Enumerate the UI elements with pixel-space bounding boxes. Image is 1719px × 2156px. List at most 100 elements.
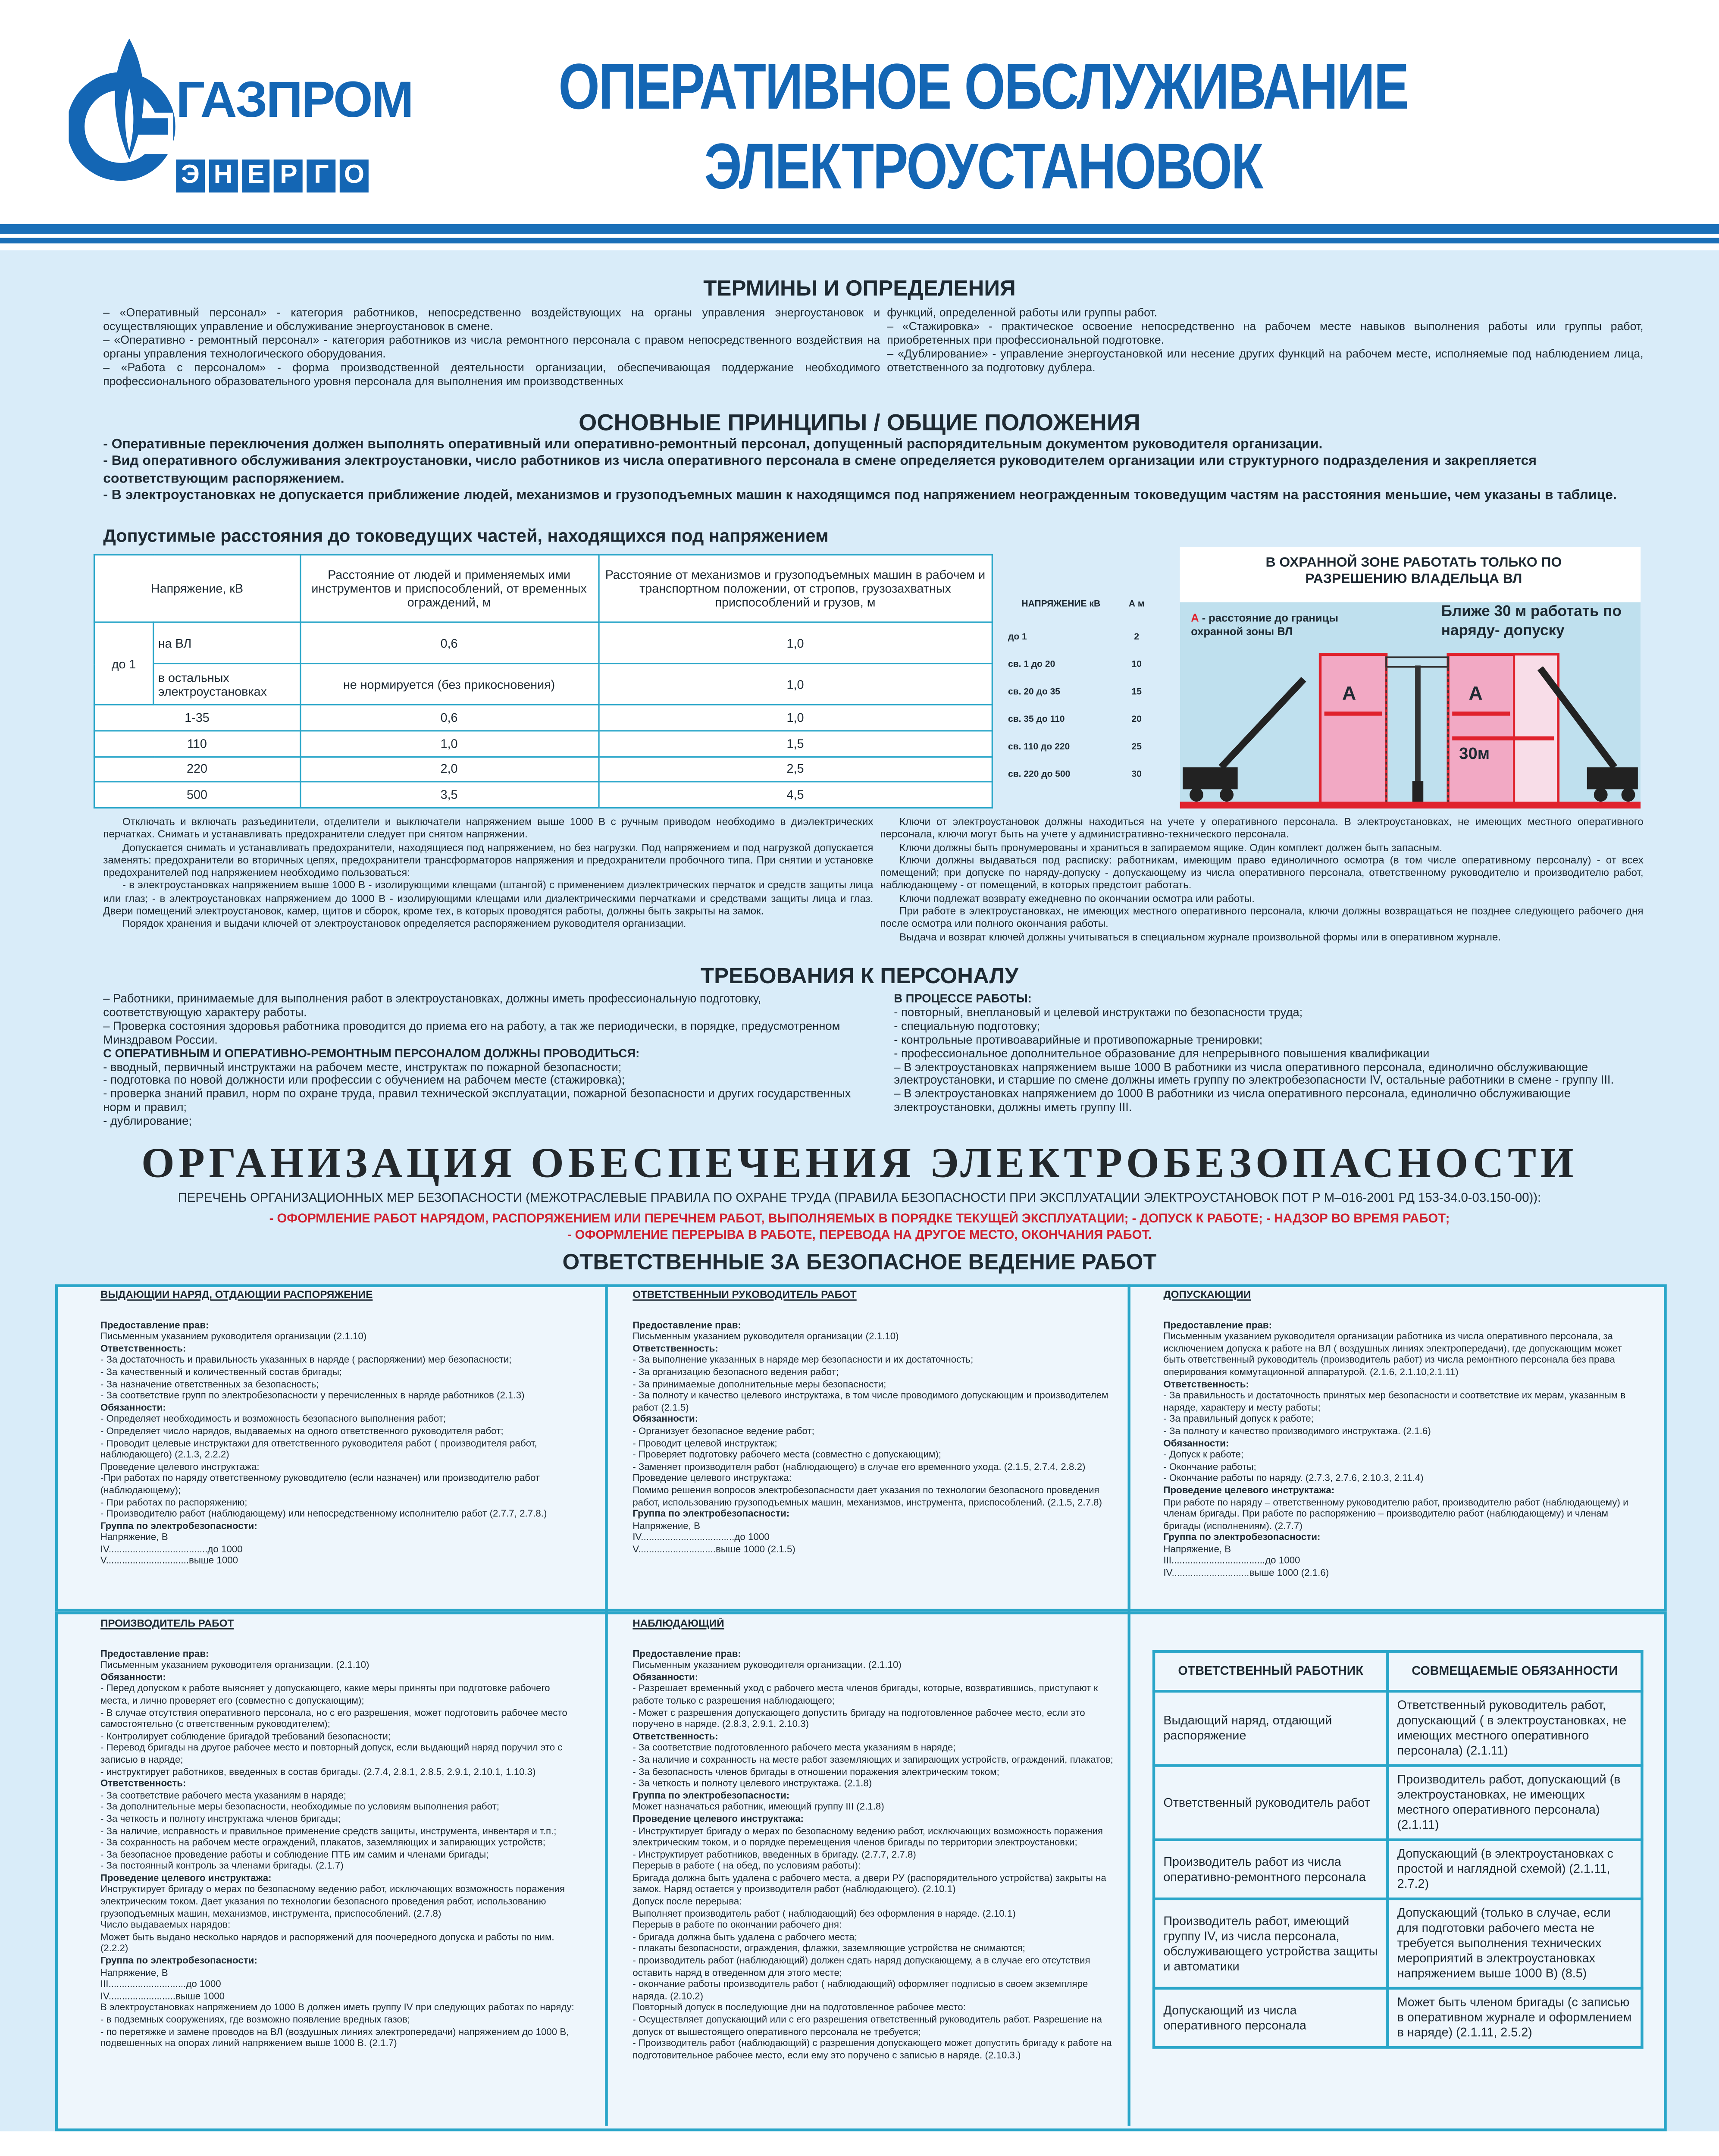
role-heading: Обязанности: [100,1673,166,1683]
role-line: - За организацию безопасного ведения раб… [632,1368,839,1378]
role-line: - Разрешает временный уход с рабочего ме… [632,1685,1098,1707]
role-line: - За четкость и полноту инструктажа член… [100,1814,341,1825]
role-line: - За сохранность на рабочем месте огражд… [100,1838,545,1849]
role-line: Бригада должна быть удалена с рабочего м… [632,1874,1106,1896]
role-line: - За принимаемые дополнительные меры без… [632,1380,886,1390]
table-cell: Может быть членом бригады (с записью в о… [1386,1987,1644,2049]
role-line: - Перевод бригады на другое рабочее мест… [100,1744,563,1766]
text-line: Ключи подлежат возврату ежедневно по око… [899,892,1255,905]
table-cell: Допускающий (только в случае, если для п… [1386,1897,1644,1990]
role-line: - инструктирует работников, введенных в … [100,1767,536,1777]
role-heading: Обязанности: [1163,1439,1229,1449]
role-line: - За правильный допуск к работе; [1163,1415,1314,1425]
role-line: - При работах по распоряжению; [100,1498,247,1508]
diagram-title: В ОХРАННОЙ ЗОНЕ РАБОТАТЬ ТОЛЬКО ПО РАЗРЕ… [1265,555,1562,587]
role-line: - За достаточность и правильность указан… [100,1356,512,1366]
role-line: Проведение целевого инструктажа: [632,1474,792,1484]
table-row: Ответственный руководитель работ Производ… [1152,1764,1644,1841]
table-row: св. 1 до 20 10 [1008,650,1159,678]
role-line: -При работах по наряду ответственному ру… [100,1474,540,1496]
diagram-illustration [1180,547,1641,809]
role-line: Письменным указанием руководителя органи… [100,1661,369,1671]
table-cell: Ответственный руководитель работ, допуск… [1386,1690,1644,1767]
role-line: - Определяет число нарядов, выдаваемых н… [100,1427,504,1437]
text-line: – Проверка состояния здоровья работника … [103,1018,840,1046]
text-line: Ключи должны выдаваться под расписку: ра… [880,853,1644,892]
role-line: - в подземных сооружениях, где возможно … [100,2015,410,2026]
role-line: - Перед допуском к работе выясняет у доп… [100,1685,550,1707]
voltage-cell: на ВЛ [153,621,301,664]
crane-right-icon [1537,666,1638,802]
role-line: IV.....................................д… [100,1545,243,1555]
text-line: - контрольные противоаварийные и противо… [894,1032,1263,1046]
role-heading: Проведение целевого инструктажа: [1163,1486,1335,1496]
role-line: - За безопасность членов бригады в отнош… [632,1767,999,1777]
crane-left-icon [1183,677,1306,802]
terms-left: – «Оперативный персонал» - категория раб… [103,305,880,389]
a-letter: А [1191,612,1199,624]
organization-title: ОРГАНИЗАЦИЯ ОБЕСПЕЧЕНИЯ ЭЛЕКТРОБЕЗОПАСНО… [141,1138,1578,1187]
voltage-cell: 1-35 [93,704,301,731]
responsible-title: ОТВЕТСТВЕННЫЕ ЗА БЕЗОПАСНОЕ ВЕДЕНИЕ РАБО… [562,1251,1157,1275]
role-line: - За правильность и достаточность принят… [1163,1391,1626,1413]
table-cell: 25 [1131,742,1142,752]
page-title: ОПЕРАТИВНОЕ ОБСЛУЖИВАНИЕ ЭЛЕКТРОУСТАНОВО… [549,47,1418,206]
role-line: V...............................выше 100… [100,1557,238,1567]
table-cell: Допускающий (в электроустановках с прост… [1386,1838,1644,1900]
text-line: - вводный, первичный инструктажи на рабо… [103,1059,622,1073]
role-line: - За качественный и количественный соста… [100,1368,342,1378]
role-heading: Обязанности: [632,1673,698,1683]
role-heading: Предоставление прав: [1163,1321,1272,1331]
measures-line: - ОФОРМЛЕНИЕ ПЕРЕРЫВА В РАБОТЕ, ПЕРЕВОДА… [567,1228,1152,1242]
text-line: - Вид оперативного обслуживания электроу… [103,454,1537,486]
role-heading: Предоставление прав: [632,1649,741,1659]
text-line: - специальную подготовку; [894,1018,1040,1033]
measures-intro: ПЕРЕЧЕНЬ ОРГАНИЗАЦИОННЫХ МЕР БЕЗОПАСНОСТ… [178,1191,1541,1205]
role-heading: Группа по электробезопасности: [100,1956,257,1967]
text-line: - в электроустановках напряжением выше 1… [103,879,874,918]
role-line: - производитель работ (наблюдающий) долж… [632,1956,1090,1978]
role-line: - Окончание работы по наряду. (2.7.3, 2.… [1163,1474,1424,1484]
role-title: ДОПУСКАЮЩИЙ [1163,1290,1251,1301]
role-line: Перерыв в работе по окончании рабочего д… [632,1921,842,1931]
role-heading: Предоставление прав: [632,1321,741,1331]
role-title: ПРОИЗВОДИТЕЛЬ РАБОТ [100,1618,234,1630]
title-line: ЭЛЕКТРОУСТАНОВОК [704,129,1263,202]
text-line: - Оперативные переключения должен выполн… [103,437,1323,453]
role-line: - Контролирует соблюдение бригадой требо… [100,1732,391,1742]
text-line: - профессиональное дополнительное образо… [894,1046,1430,1060]
table-cell: до 1 [1008,632,1027,642]
table-cell: св. 20 до 35 [1008,686,1060,697]
role-line: - Инструктирует бригаду о мерах по безоп… [632,1827,1103,1849]
role-line: - За дополнительные меры безопасности, н… [100,1803,500,1813]
role-heading: Группа по электробезопасности: [100,1522,257,1532]
role-heading: Предоставление прав: [100,1321,209,1331]
role-line: - окончание работы производитель работ (… [632,1980,1088,2002]
table-row: Производитель работ, имеющий группу IV, … [1152,1897,1644,1990]
table-cell: св. 220 до 500 [1008,769,1071,779]
role-line: IV...................................до … [632,1533,770,1543]
table-row: св. 110 до 220 25 [1008,733,1159,761]
mech-cell: 1,0 [598,663,993,705]
role-heading: Ответственность: [1163,1380,1249,1390]
role-line: III.............................до 1000 [100,1980,221,1990]
table-cell: 30 [1131,769,1142,779]
role-line: Письменным указанием руководителя органи… [1163,1332,1622,1378]
people-cell: 2,0 [299,755,599,783]
role-heading: Ответственность: [632,1344,718,1354]
role-line: Может назначаться работник, имеющий груп… [632,1803,884,1813]
mech-cell: 1,0 [598,704,993,731]
role-heading: Проведение целевого инструктажа: [100,1874,272,1884]
table-cell: Ответственный руководитель работ [1152,1764,1389,1841]
table-row: Производитель работ из числа оперативно-… [1152,1838,1644,1900]
people-cell: 1,0 [299,730,599,757]
mech-cell: 4,5 [598,781,993,808]
role-line: - Производителю работ (наблюдающему) или… [100,1510,547,1520]
role-line: - Проверяет подготовку рабочего места (с… [632,1451,942,1460]
role-heading: Предоставление прав: [100,1649,209,1659]
roles-top-box [55,1284,1667,1612]
a-label: А [1342,682,1356,704]
role-line: - За наличие и сохранность на месте рабо… [632,1755,1113,1766]
logo-letter: О [340,159,369,193]
